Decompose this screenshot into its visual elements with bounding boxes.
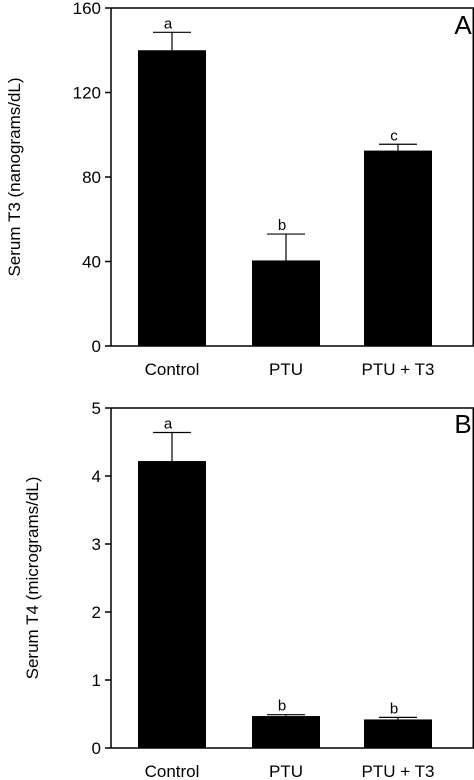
panel-a-chart: 0 40 80 120 160 a Control b PTU c PTU + T3 Serum T3…: [5, 0, 474, 379]
y-axis-title: Serum T4 (micrograms/dL): [23, 477, 42, 680]
panel-letter: A: [454, 10, 472, 40]
category-label: Control: [145, 360, 200, 379]
y-tick-label: 0: [92, 337, 101, 356]
bar: [252, 716, 320, 748]
y-tick-label: 160: [73, 0, 101, 18]
y-tick-label: 120: [73, 84, 101, 103]
significance-label: a: [164, 415, 173, 432]
bar: [138, 50, 206, 346]
y-tick-label: 80: [82, 168, 101, 187]
panel-letter: B: [454, 409, 471, 439]
category-label: PTU + T3: [362, 360, 435, 379]
category-label: PTU: [269, 360, 303, 379]
y-tick-label: 1: [92, 671, 101, 690]
y-axis-title: Serum T3 (nanograms/dL): [5, 77, 24, 276]
category-label: Control: [145, 762, 200, 780]
significance-label: b: [278, 217, 286, 234]
category-label: PTU: [269, 762, 303, 780]
bar: [252, 260, 320, 346]
y-tick-label: 40: [82, 253, 101, 272]
bar: [138, 461, 206, 748]
significance-label: b: [278, 698, 286, 715]
significance-label: c: [390, 127, 398, 144]
y-tick-label: 2: [92, 603, 101, 622]
panel-b-chart: 0 1 2 3 4 5 a Control b PTU b PTU + T3 Serum T4 (mic…: [23, 399, 474, 780]
bar: [364, 150, 432, 346]
significance-label: b: [390, 700, 398, 717]
bar: [364, 719, 432, 748]
category-label: PTU + T3: [362, 762, 435, 780]
y-tick-label: 5: [92, 399, 101, 418]
y-tick-label: 0: [92, 739, 101, 758]
y-tick-label: 3: [92, 535, 101, 554]
y-tick-label: 4: [92, 467, 101, 486]
significance-label: a: [164, 15, 173, 32]
